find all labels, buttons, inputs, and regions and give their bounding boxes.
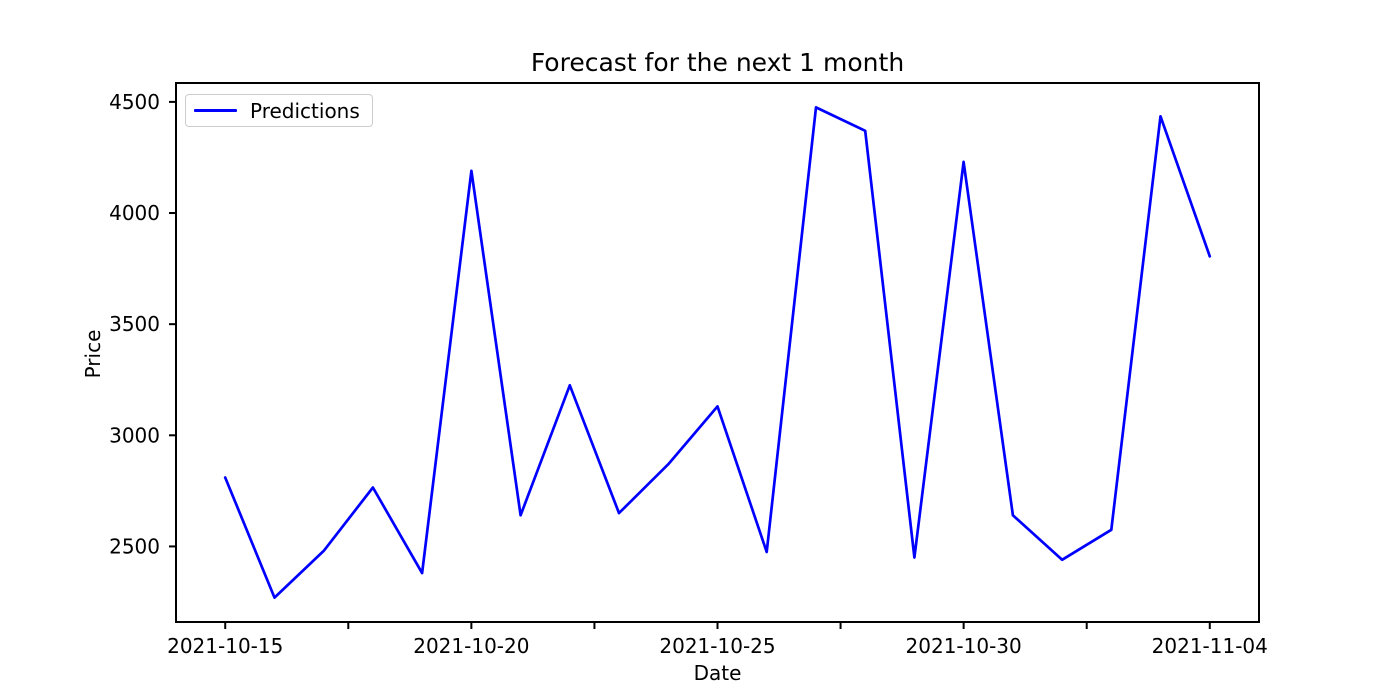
legend-label: Predictions xyxy=(250,98,360,123)
x-axis-label: Date xyxy=(693,661,742,685)
x-tick-label: 2021-10-25 xyxy=(659,634,775,658)
prediction-line xyxy=(223,106,1212,599)
legend-line-sample xyxy=(194,109,237,112)
y-tick-label: 3500 xyxy=(109,312,160,336)
legend: Predictions xyxy=(185,94,373,127)
y-tick-label: 3000 xyxy=(109,423,160,447)
chart-title: Forecast for the next 1 month xyxy=(530,48,905,77)
y-tick-label: 4500 xyxy=(109,90,160,114)
x-tick-label: 2021-11-04 xyxy=(1152,634,1268,658)
y-tick-label: 2500 xyxy=(109,534,160,558)
x-tick-label: 2021-10-20 xyxy=(413,634,529,658)
axes-frame xyxy=(175,82,1260,623)
y-axis-label: Price xyxy=(81,329,105,379)
y-tick-label: 4000 xyxy=(109,201,160,225)
x-tick-label: 2021-10-15 xyxy=(167,634,283,658)
x-tick-label: 2021-10-30 xyxy=(906,634,1022,658)
